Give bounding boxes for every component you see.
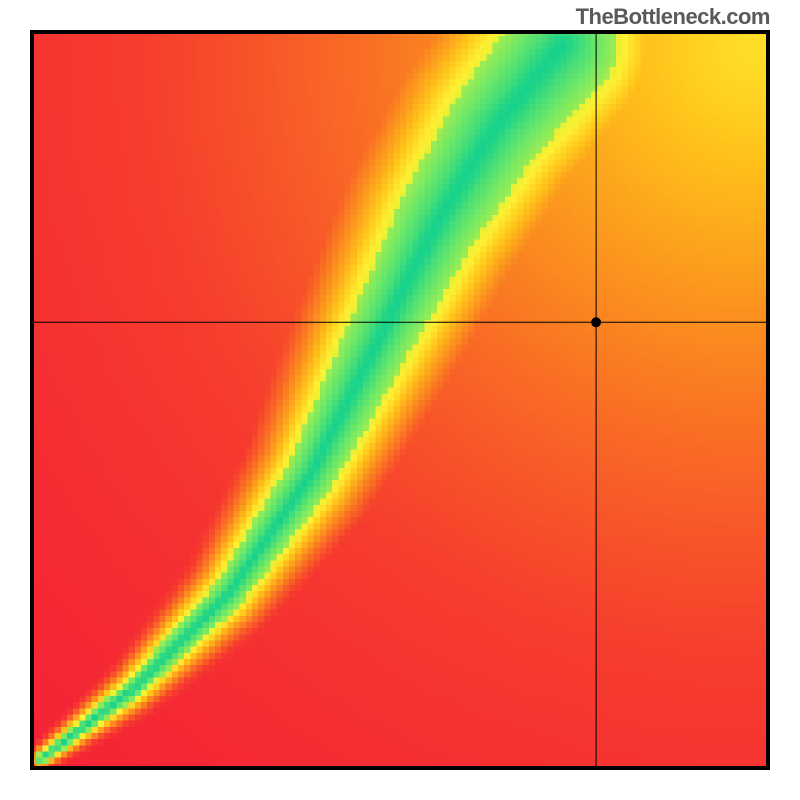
heatmap-canvas (30, 30, 770, 770)
watermark-text: TheBottleneck.com (576, 4, 770, 30)
